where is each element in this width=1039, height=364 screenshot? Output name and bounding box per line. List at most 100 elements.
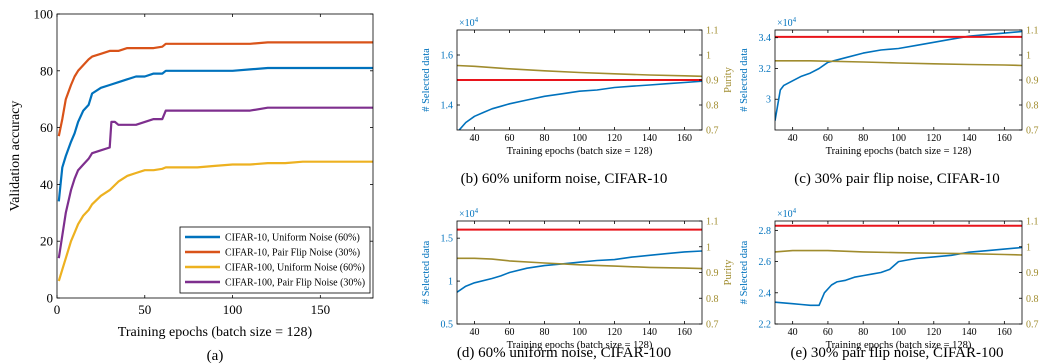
x-axis-label: Training epochs (batch size = 128): [118, 325, 313, 340]
x-tick-label: 80: [540, 327, 550, 338]
x-tick-label: 100: [572, 327, 587, 338]
exponent-label: ×104: [777, 16, 797, 29]
y-axis-label: # Selected data: [421, 240, 432, 304]
plot-frame: [456, 220, 703, 325]
panel-caption: (a): [207, 348, 224, 364]
x-tick-label: 140: [642, 133, 657, 144]
exponent-power: 4: [475, 16, 479, 24]
y2-tick-label: 0.9: [706, 76, 719, 87]
exponent-label: ×104: [459, 207, 479, 220]
x-tick-label: 60: [823, 327, 833, 338]
panel-caption: (d) 60% uniform noise, CIFAR-100: [457, 345, 671, 361]
x-tick-label: 80: [858, 133, 868, 144]
y2-tick-label: 1: [1026, 242, 1031, 253]
y2-tick-label: 0.9: [706, 268, 719, 279]
y-tick-label: 2.4: [759, 288, 772, 299]
x-tick-label: 160: [677, 133, 692, 144]
y-tick-label: 1.5: [441, 234, 454, 245]
x-axis-label: Training epochs (batch size = 128): [507, 146, 653, 157]
y2-tick-label: 1: [706, 51, 711, 62]
y2-tick-label: 0.8: [706, 294, 719, 305]
exponent-label: ×104: [459, 16, 479, 29]
series-line-d-0: [457, 250, 702, 293]
y-tick-label: 1.4: [441, 101, 454, 112]
y2-tick-label: 1: [706, 242, 711, 253]
x-tick-label: 40: [470, 327, 480, 338]
x-tick-label: 120: [607, 327, 622, 338]
panel-caption: (b) 60% uniform noise, CIFAR-10: [461, 171, 668, 187]
x-tick-label: 100: [572, 133, 587, 144]
x-tick-label: 80: [540, 133, 550, 144]
x-tick-label: 150: [311, 302, 331, 317]
y2-tick-label: 0.7: [1026, 126, 1039, 137]
panel-caption: (c) 30% pair flip noise, CIFAR-10: [794, 171, 1000, 187]
exponent-power: 4: [793, 207, 797, 215]
y-axis-label: # Selected data: [739, 48, 750, 112]
y-tick-label: 3.2: [759, 64, 772, 75]
x-tick-label: 40: [788, 133, 798, 144]
series-line-a-2: [57, 160, 373, 282]
x-axis-label: Training epochs (batch size = 128): [826, 340, 972, 351]
x-tick-label: 140: [642, 327, 657, 338]
x-axis-label: Training epochs (batch size = 128): [826, 146, 972, 157]
y2-tick-label: 1: [1026, 51, 1031, 62]
y2-tick-label: 1.1: [706, 217, 719, 228]
y-tick-label: 80: [40, 63, 53, 78]
y2-tick-label: 0.7: [1026, 320, 1039, 331]
x-tick-label: 100: [223, 302, 243, 317]
x-tick-label: 40: [788, 327, 798, 338]
y-tick-label: 100: [34, 7, 54, 22]
y2-axis-label: Purity: [723, 259, 734, 285]
chart-a: 0 50 100 150 0 20 40 60 80 100 Training epochs (ba…: [8, 7, 374, 364]
x-tick-label: 100: [891, 327, 906, 338]
x-tick-label: 140: [962, 327, 977, 338]
series-line-a-1: [57, 41, 373, 137]
y-tick-label: 3: [766, 95, 771, 106]
x-tick-label: 160: [677, 327, 692, 338]
y-tick-label: 60: [40, 120, 53, 135]
series-line-e-0: [775, 246, 1022, 307]
y-tick-label: 20: [40, 234, 53, 249]
x-tick-label: 160: [997, 327, 1012, 338]
plot-frame: [56, 13, 374, 299]
x-tick-label: 60: [823, 133, 833, 144]
chart-d: 40 60 80 100 120 140 160 0.5 1 1.5 0.7 0.8 0.9 1 1.1 ×1…: [421, 207, 734, 361]
y2-tick-label: 0.7: [706, 126, 719, 137]
x-tick-label: 40: [470, 133, 480, 144]
x-tick-label: 60: [505, 133, 515, 144]
series-line-b-0: [458, 80, 702, 130]
exponent-label: ×104: [777, 207, 797, 220]
y2-axis-label: Purity: [723, 66, 734, 92]
y-tick-label: 2.2: [759, 320, 772, 331]
y2-tick-label: 1.1: [1026, 26, 1039, 37]
legend-label-0: CIFAR-10, Uniform Noise (60%): [225, 233, 360, 244]
y-tick-label: 2.6: [759, 257, 772, 268]
y2-tick-label: 0.7: [706, 320, 719, 331]
y-tick-label: 1: [448, 277, 453, 288]
exponent-power: 4: [793, 16, 797, 24]
series-line-a-0: [57, 66, 373, 202]
y-tick-label: 0.5: [441, 320, 454, 331]
exponent-power: 4: [475, 207, 479, 215]
y-axis-label: # Selected data: [739, 240, 750, 304]
chart-c: 40 60 80 100 120 140 160 3 3.2 3.4 0.7 0.8 0.9 1 1.1 ×1…: [739, 16, 1039, 187]
series-line-a-3: [57, 106, 373, 259]
y2-tick-label: 0.9: [1026, 268, 1039, 279]
y-tick-label: 1.6: [441, 51, 454, 62]
legend-label-3: CIFAR-100, Pair Flip Noise (30%): [225, 278, 365, 289]
x-tick-label: 0: [54, 302, 61, 317]
plot-frame: [774, 220, 1023, 325]
y-tick-label: 2.8: [759, 226, 772, 237]
x-tick-label: 60: [505, 327, 515, 338]
plot-frame: [774, 29, 1023, 131]
series-line-d-2: [457, 257, 702, 270]
y-tick-label: 3.4: [759, 33, 772, 44]
y-tick-label: 0: [47, 291, 54, 306]
x-tick-label: 160: [997, 133, 1012, 144]
series-line-e-2: [775, 249, 1022, 256]
y2-tick-label: 0.8: [1026, 101, 1039, 112]
x-tick-label: 80: [858, 327, 868, 338]
x-tick-label: 50: [138, 302, 151, 317]
